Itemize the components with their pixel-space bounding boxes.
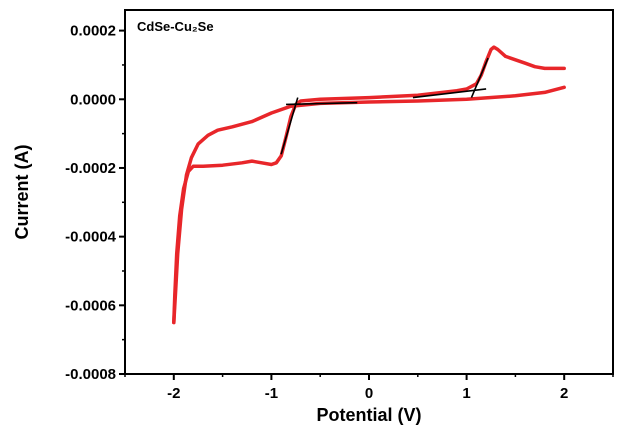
tangent-line-4 [470,57,489,98]
panel-label: CdSe-Cu₂Se [137,19,214,34]
series-layer [172,45,566,325]
x-tick-label: -2 [167,385,180,402]
x-axis-title: Potential (V) [316,405,421,425]
y-axis-ticks: -0.0008 -0.0006 -0.0004 -0.0002 0.0000 0.0002 [65,23,125,383]
y-tick-label: -0.0004 [65,229,117,246]
tangent-line-1 [286,101,358,106]
plot-frame [124,9,614,375]
y-tick-label: -0.0002 [65,160,116,177]
y-axis-title: Current (A) [12,145,32,240]
x-tick-label: 2 [560,385,568,402]
cv-curve-segment-2 [172,85,566,325]
y-tick-label: -0.0006 [65,297,116,314]
y-tick-label: 0.0002 [70,23,116,40]
x-tick-label: 0 [365,385,373,402]
tangent-lines [280,57,489,155]
y-tick-label: -0.0008 [65,366,116,383]
x-axis-ticks: -2 -1 0 1 2 [124,374,614,402]
cv-curve-segment-1 [172,45,566,325]
x-tick-label: -1 [265,385,278,402]
x-tick-label: 1 [462,385,470,402]
tangent-line-2 [280,97,299,155]
y-tick-label: 0.0000 [70,91,116,108]
